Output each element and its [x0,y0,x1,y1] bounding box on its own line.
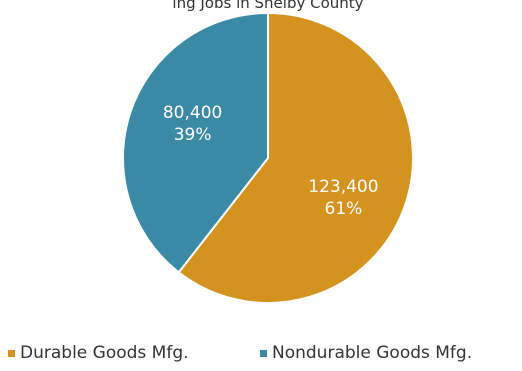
pie-slices [122,11,414,304]
legend: Durable Goods Mfg. Nondurable Goods Mfg. [8,343,472,363]
legend-swatch-2 [260,350,267,357]
chart-title: ing Jobs in Shelby County [172,0,363,12]
legend-label-1: Durable Goods Mfg. [20,343,189,363]
legend-label-2: Nondurable Goods Mfg. [272,343,472,363]
pie-slice-1 [177,11,414,304]
slice-percent-label-1: 61% [325,199,363,219]
slice-percent-label-2: 39% [174,125,212,145]
legend-swatch-1 [8,350,15,357]
pie-slice-2 [122,11,269,274]
slice-value-label-1: 123,400 [308,177,378,197]
slice-value-label-2: 80,400 [163,103,222,123]
